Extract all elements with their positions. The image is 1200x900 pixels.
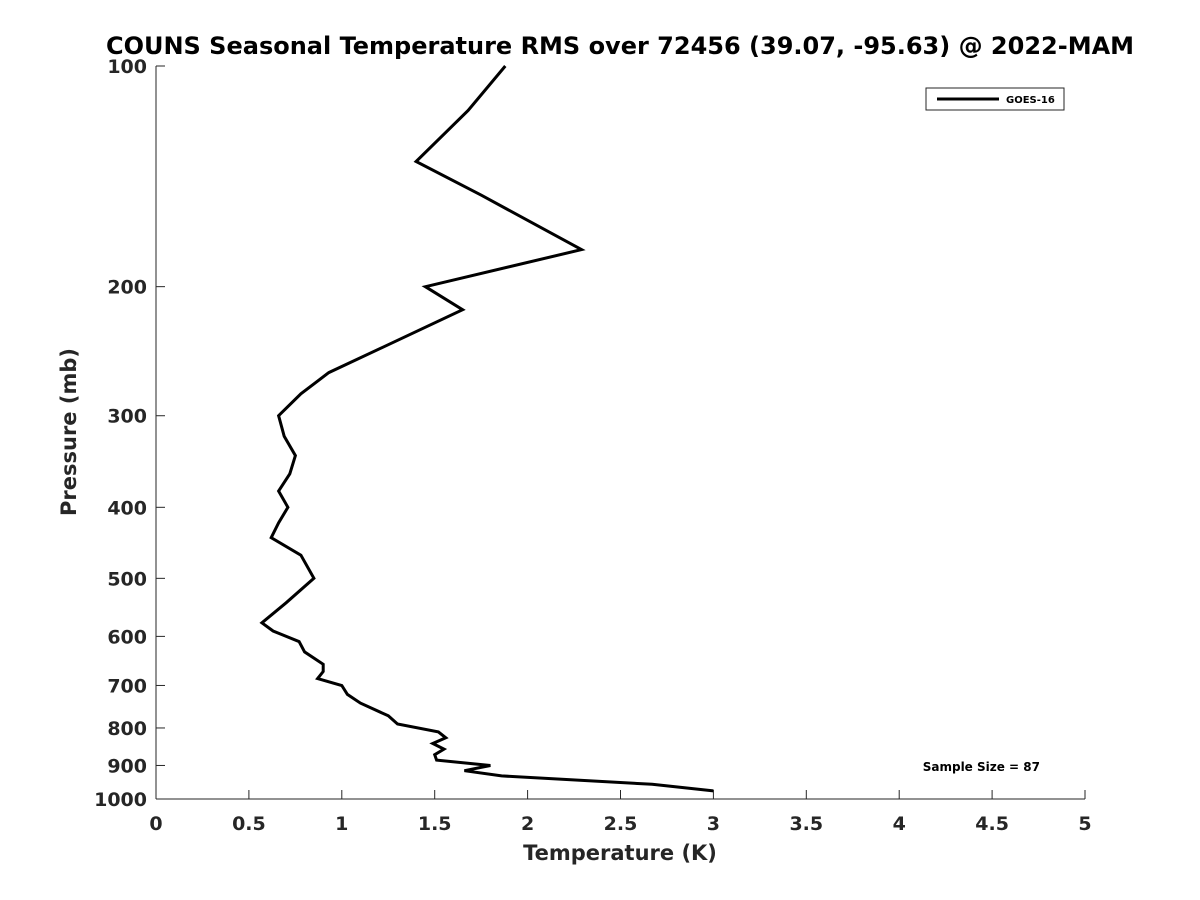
y-tick-label: 900 <box>107 755 147 777</box>
y-axis-ticks: 100 200 300 400 500 600 700 800 900 1000 <box>94 56 165 811</box>
legend-label-goes-16: GOES-16 <box>1006 95 1055 106</box>
x-tick-label: 0.5 <box>232 813 266 835</box>
y-tick-label: 500 <box>107 568 147 590</box>
y-tick-label: 1000 <box>94 789 147 811</box>
chart-title: COUNS Seasonal Temperature RMS over 7245… <box>106 32 1134 60</box>
y-tick-label: 200 <box>107 277 147 299</box>
x-tick-label: 2.5 <box>604 813 638 835</box>
x-tick-label: 4 <box>893 813 906 835</box>
plot-area <box>156 66 1085 799</box>
x-tick-label: 1 <box>335 813 348 835</box>
x-tick-label: 0 <box>149 813 162 835</box>
x-tick-label: 4.5 <box>975 813 1009 835</box>
x-tick-label: 5 <box>1078 813 1091 835</box>
y-tick-label: 600 <box>107 626 147 648</box>
x-tick-label: 3 <box>707 813 720 835</box>
x-axis-ticks: 0 0.5 1 1.5 2 2.5 3 3.5 4 4.5 5 <box>149 790 1092 835</box>
x-tick-label: 2 <box>521 813 534 835</box>
y-axis-label: Pressure (mb) <box>57 348 81 516</box>
x-tick-label: 1.5 <box>418 813 452 835</box>
series-layer <box>259 65 714 793</box>
y-tick-label: 100 <box>107 56 147 78</box>
x-axis-label: Temperature (K) <box>523 841 717 865</box>
legend: GOES-16 <box>925 87 1065 111</box>
y-tick-label: 800 <box>107 718 147 740</box>
y-tick-label: 700 <box>107 675 147 697</box>
y-tick-label: 300 <box>107 406 147 428</box>
series-line-goes-16 <box>259 65 714 793</box>
sample-size-annotation: Sample Size = 87 <box>923 760 1040 774</box>
y-tick-label: 400 <box>107 497 147 519</box>
x-tick-label: 3.5 <box>789 813 823 835</box>
